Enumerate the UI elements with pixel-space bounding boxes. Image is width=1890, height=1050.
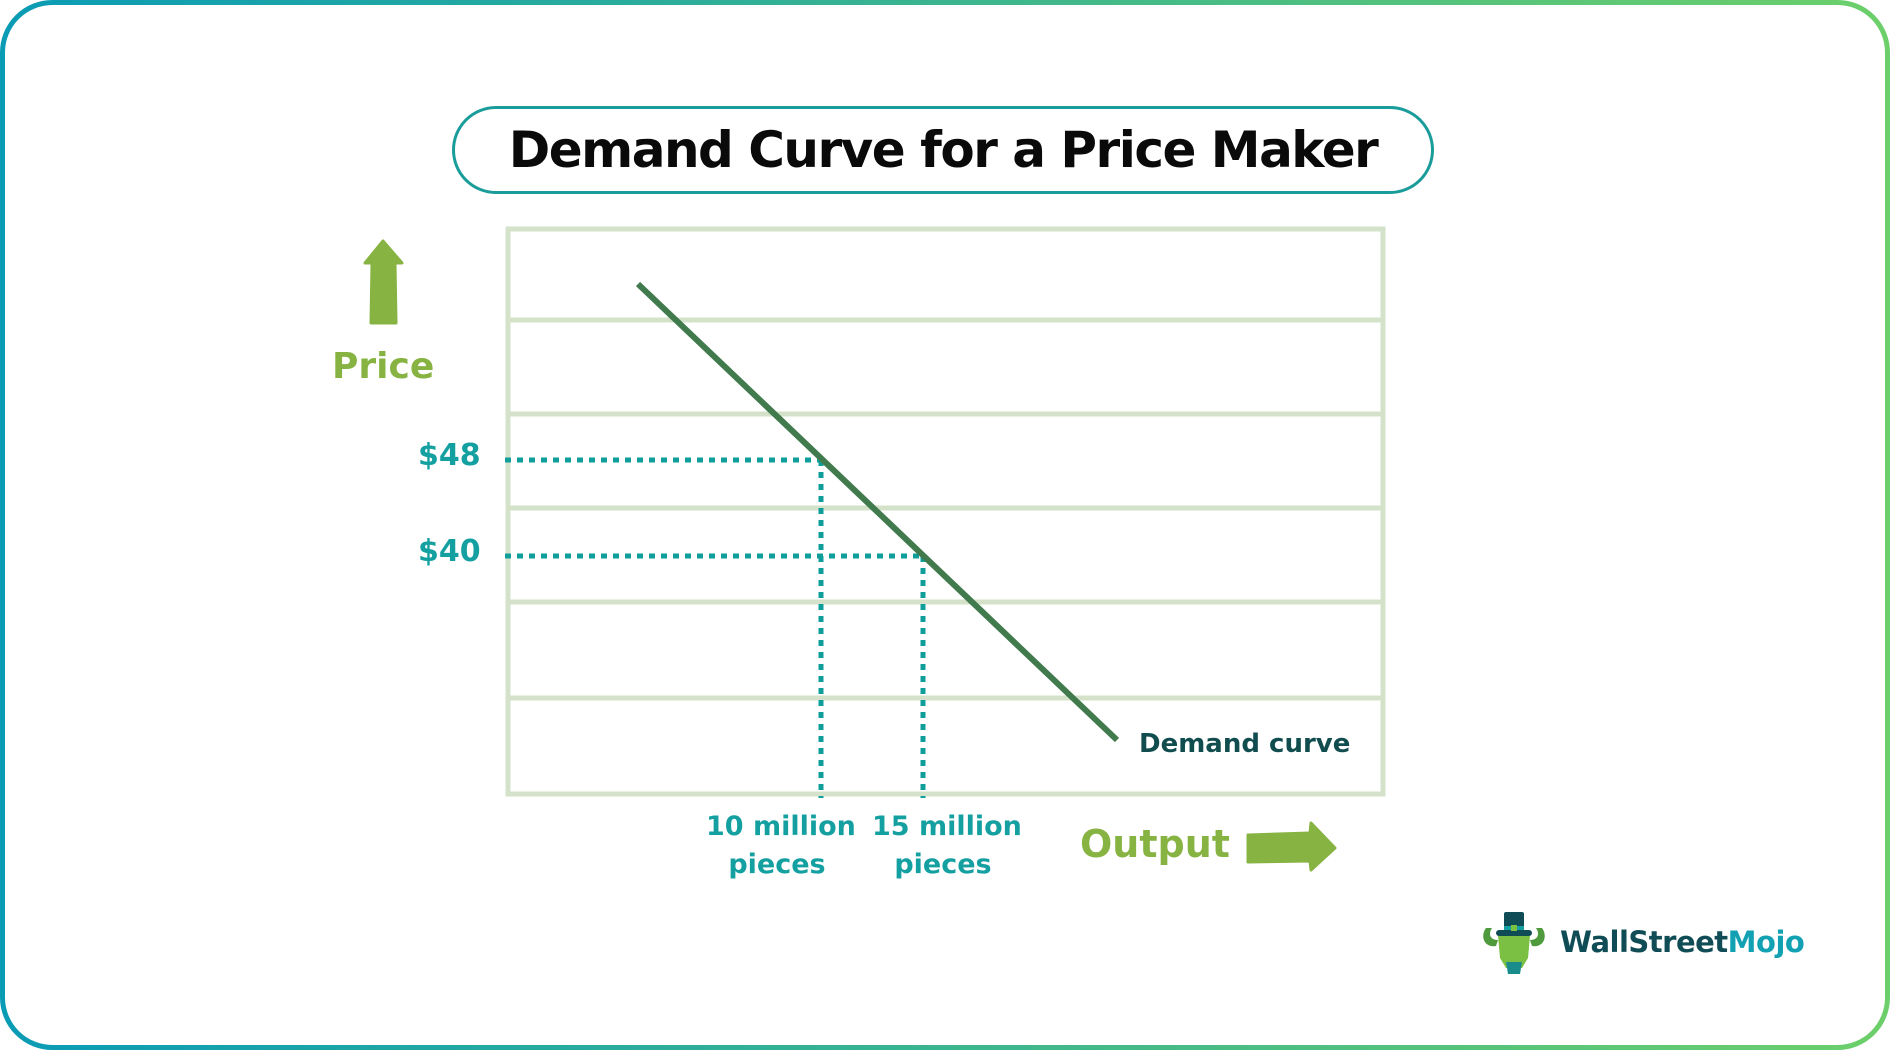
qty-tick-15m-line2: pieces (894, 849, 992, 880)
price-tick-48: $48 (418, 438, 481, 473)
right-arrow-icon (1246, 821, 1337, 872)
guide-lines (505, 457, 926, 798)
qty-tick-10m-line1: 10 million (706, 811, 856, 842)
title-pill: Demand Curve for a Price Maker (452, 106, 1434, 194)
qty-tick-10m-line2: pieces (728, 849, 826, 880)
up-arrow-icon (363, 239, 404, 325)
chart-title: Demand Curve for a Price Maker (508, 121, 1379, 179)
qty-tick-15m: 15 million pieces (872, 808, 1022, 884)
chart-grid (505, 226, 1386, 797)
price-tick-40: $40 (418, 534, 481, 569)
bull-with-top-hat-icon (1483, 912, 1545, 974)
qty-tick-15m-line1: 15 million (872, 811, 1022, 842)
demand-curve-label: Demand curve (1139, 729, 1351, 759)
x-axis-label: Output (1080, 822, 1230, 866)
qty-tick-10m: 10 million pieces (706, 808, 856, 884)
y-axis-label: Price (332, 346, 435, 387)
demand-curve-line (635, 281, 1120, 743)
logo-text: WallStreetMojo (1560, 925, 1805, 959)
wallstreetmojo-logo: WallStreetMojo (1478, 906, 1805, 978)
